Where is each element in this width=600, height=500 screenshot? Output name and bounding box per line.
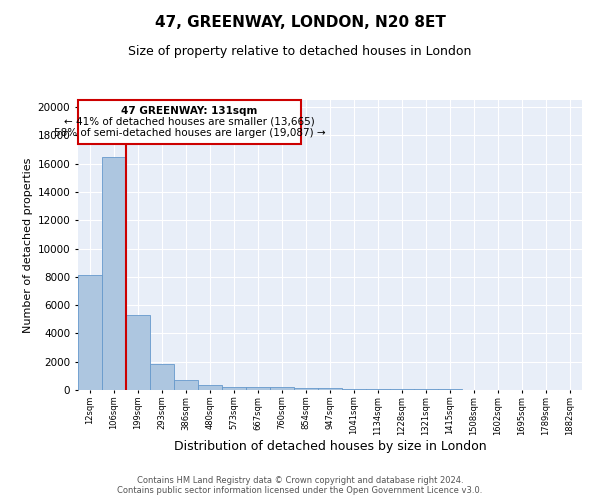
- Text: 58% of semi-detached houses are larger (19,087) →: 58% of semi-detached houses are larger (…: [54, 128, 325, 138]
- Bar: [366, 389, 390, 390]
- Bar: [174, 380, 198, 390]
- Bar: [198, 386, 222, 390]
- Bar: [150, 364, 174, 390]
- Bar: [318, 388, 342, 390]
- Bar: [102, 156, 126, 390]
- Y-axis label: Number of detached properties: Number of detached properties: [23, 158, 34, 332]
- Text: 47 GREENWAY: 131sqm: 47 GREENWAY: 131sqm: [121, 106, 258, 116]
- Bar: [342, 388, 366, 390]
- Text: ← 41% of detached houses are smaller (13,665): ← 41% of detached houses are smaller (13…: [64, 117, 315, 127]
- Bar: [270, 388, 294, 390]
- Bar: [78, 276, 102, 390]
- Bar: [294, 388, 318, 390]
- X-axis label: Distribution of detached houses by size in London: Distribution of detached houses by size …: [173, 440, 487, 453]
- Bar: [246, 387, 270, 390]
- FancyBboxPatch shape: [78, 100, 301, 144]
- Text: 47, GREENWAY, LONDON, N20 8ET: 47, GREENWAY, LONDON, N20 8ET: [155, 15, 445, 30]
- Bar: [222, 387, 246, 390]
- Bar: [390, 389, 414, 390]
- Text: Size of property relative to detached houses in London: Size of property relative to detached ho…: [128, 45, 472, 58]
- Bar: [126, 315, 150, 390]
- Text: Contains HM Land Registry data © Crown copyright and database right 2024.
Contai: Contains HM Land Registry data © Crown c…: [118, 476, 482, 495]
